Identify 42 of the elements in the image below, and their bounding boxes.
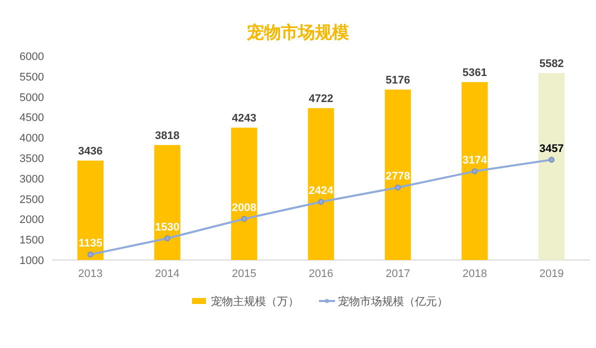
point bbox=[394, 184, 401, 190]
y-tick-label: 5000 bbox=[20, 92, 44, 104]
y-tick-label: 3000 bbox=[20, 173, 44, 186]
legend-label: 宠物主规模（万） bbox=[211, 295, 299, 308]
point bbox=[548, 156, 555, 163]
data-label: 2424 bbox=[308, 184, 334, 197]
data-label: 3436 bbox=[78, 146, 103, 158]
data-label: 4243 bbox=[232, 112, 256, 125]
legend-label: 宠物市场规模（亿元） bbox=[338, 295, 448, 308]
data-label: 5582 bbox=[539, 58, 564, 70]
y-tick-label: 1000 bbox=[20, 255, 44, 267]
y-tick-label: 2000 bbox=[20, 214, 44, 226]
y-tick-label: 5500 bbox=[20, 71, 44, 84]
data-label: 2778 bbox=[386, 170, 410, 182]
y-tick-label: 6000 bbox=[20, 51, 44, 63]
x-tick-label: 2016 bbox=[308, 268, 334, 280]
data-label: 4722 bbox=[308, 93, 334, 106]
x-tick-label: 2013 bbox=[78, 268, 103, 280]
chart-title: 宠物市场规模 bbox=[246, 23, 349, 42]
point bbox=[472, 168, 478, 174]
data-label: 1135 bbox=[78, 237, 102, 250]
point bbox=[87, 251, 94, 258]
y-tick-label: 4000 bbox=[20, 132, 44, 145]
y-tick-label: 1500 bbox=[20, 234, 44, 247]
x-tick-label: 2015 bbox=[232, 268, 256, 280]
x-tick-label: 2014 bbox=[155, 268, 180, 280]
data-label: 5361 bbox=[462, 67, 487, 80]
data-label: 1530 bbox=[155, 221, 180, 234]
point bbox=[318, 198, 324, 205]
point bbox=[164, 235, 170, 242]
data-label: 5176 bbox=[386, 74, 410, 87]
data-label: 3818 bbox=[155, 130, 180, 142]
data-label: 3457 bbox=[539, 142, 564, 155]
data-label: 3174 bbox=[462, 154, 488, 166]
x-tick-label: 2019 bbox=[539, 268, 564, 280]
data-label: 2008 bbox=[232, 202, 256, 214]
x-tick-label: 2018 bbox=[462, 268, 487, 280]
y-tick-label: 4500 bbox=[20, 112, 44, 124]
y-tick-label: 3500 bbox=[20, 153, 44, 165]
x-tick-label: 2017 bbox=[386, 268, 410, 280]
y-tick-label: 2500 bbox=[20, 194, 44, 206]
point bbox=[241, 216, 248, 222]
